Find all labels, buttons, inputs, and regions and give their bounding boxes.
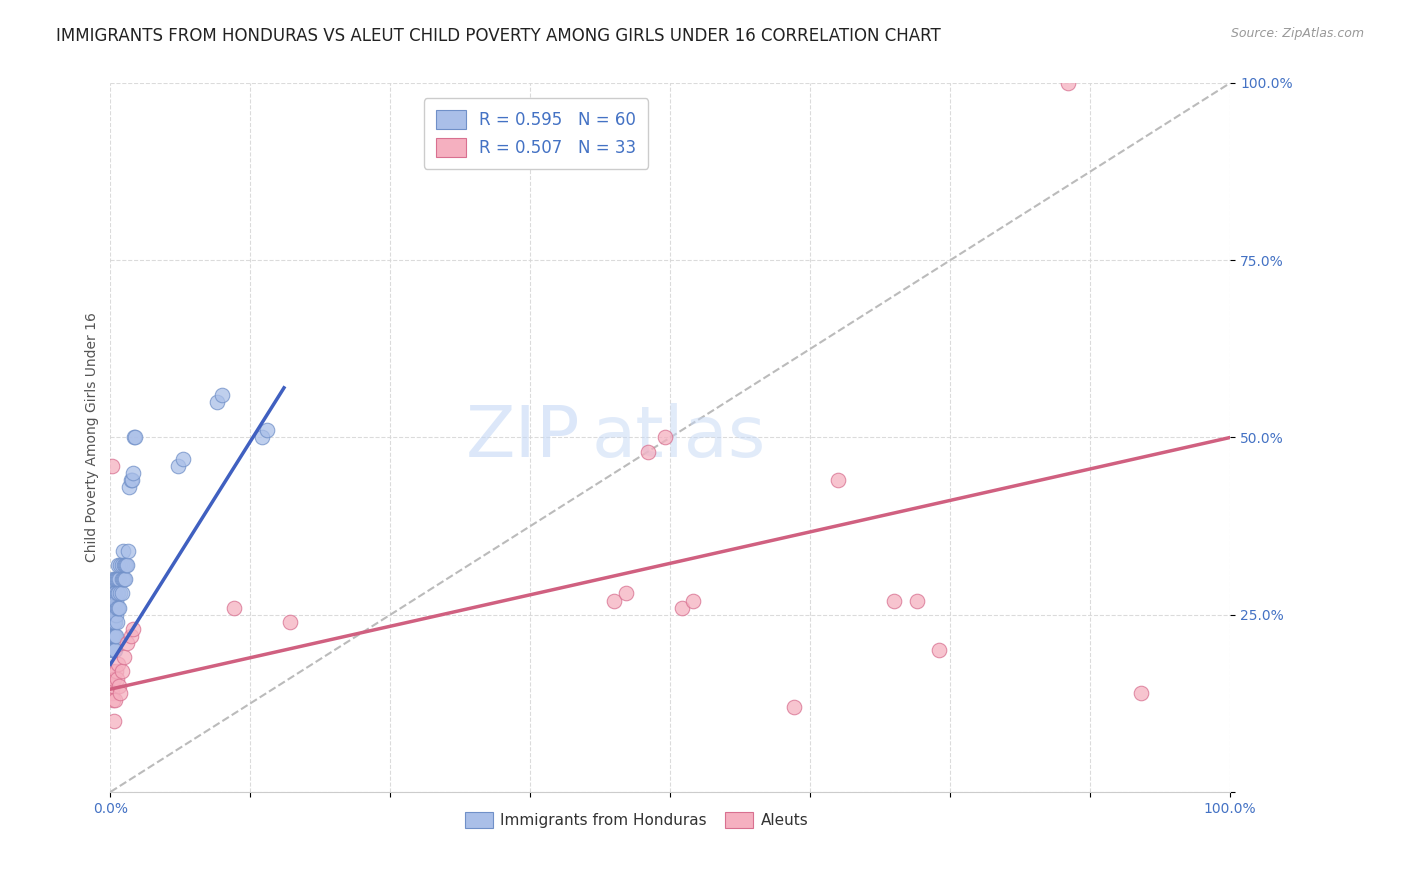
Point [115, 558, 138, 572]
Point [603, 593, 626, 607]
Point [105, 629, 128, 643]
Point [107, 558, 129, 572]
Point [105, 586, 128, 600]
Point [112, 558, 135, 572]
Point [1057, 76, 1080, 90]
Point [905, 593, 928, 607]
Point [883, 593, 905, 607]
Point [114, 558, 136, 572]
Point [103, 600, 125, 615]
Point [654, 430, 676, 444]
Text: atlas: atlas [592, 403, 766, 472]
Point [110, 586, 132, 600]
Point [110, 665, 132, 679]
Point [101, 572, 124, 586]
Text: IMMIGRANTS FROM HONDURAS VS ALEUT CHILD POVERTY AMONG GIRLS UNDER 16 CORRELATION: IMMIGRANTS FROM HONDURAS VS ALEUT CHILD … [56, 27, 941, 45]
Point [105, 665, 128, 679]
Point [103, 629, 125, 643]
Point [115, 558, 138, 572]
Point [105, 572, 128, 586]
Text: ZIP: ZIP [467, 403, 581, 472]
Point [100, 665, 122, 679]
Point [103, 615, 125, 629]
Point [112, 572, 135, 586]
Point [101, 643, 124, 657]
Point [105, 593, 128, 607]
Text: Source: ZipAtlas.com: Source: ZipAtlas.com [1230, 27, 1364, 40]
Point [782, 699, 804, 714]
Point [101, 693, 124, 707]
Point [107, 657, 129, 672]
Point [614, 586, 637, 600]
Point [120, 629, 142, 643]
Point [100, 600, 122, 615]
Point [166, 458, 188, 473]
Point [104, 643, 127, 657]
Point [100, 458, 122, 473]
Point [104, 693, 127, 707]
Point [107, 572, 129, 586]
Point [104, 600, 127, 615]
Point [637, 444, 659, 458]
Point [105, 600, 128, 615]
Point [101, 679, 124, 693]
Point [117, 544, 139, 558]
Point [105, 615, 128, 629]
Point [114, 572, 136, 586]
Point [110, 558, 132, 572]
Point [256, 423, 278, 437]
Point [827, 473, 849, 487]
Point [115, 636, 138, 650]
Point [250, 430, 273, 444]
Point [103, 643, 125, 657]
Point [111, 572, 134, 586]
Point [682, 593, 704, 607]
Point [122, 430, 145, 444]
Point [205, 395, 228, 409]
Point [100, 686, 122, 700]
Point [111, 544, 134, 558]
Point [110, 586, 132, 600]
Point [105, 672, 128, 686]
Point [100, 629, 122, 643]
Point [121, 466, 143, 480]
Point [112, 650, 135, 665]
Legend: Immigrants from Honduras, Aleuts: Immigrants from Honduras, Aleuts [460, 805, 814, 834]
Point [108, 600, 131, 615]
Point [101, 629, 124, 643]
Point [120, 473, 142, 487]
Point [104, 572, 127, 586]
Point [222, 600, 245, 615]
Point [124, 430, 146, 444]
Point [107, 600, 129, 615]
Point [101, 607, 124, 622]
Point [671, 600, 693, 615]
Point [103, 672, 125, 686]
Point [1129, 686, 1152, 700]
Point [107, 586, 129, 600]
Point [104, 629, 127, 643]
Point [100, 615, 122, 629]
Point [105, 607, 128, 622]
Point [172, 451, 194, 466]
Point [211, 388, 233, 402]
Point [928, 643, 950, 657]
Point [104, 586, 127, 600]
Point [121, 473, 143, 487]
Point [278, 615, 301, 629]
Point [101, 586, 124, 600]
Point [105, 572, 128, 586]
Point [103, 586, 125, 600]
Y-axis label: Child Poverty Among Girls Under 16: Child Poverty Among Girls Under 16 [86, 312, 100, 562]
Point [110, 686, 132, 700]
Point [118, 480, 141, 494]
Point [100, 643, 122, 657]
Point [121, 622, 143, 636]
Point [110, 558, 132, 572]
Point [108, 679, 131, 693]
Point [104, 615, 127, 629]
Point [110, 572, 132, 586]
Point [103, 714, 125, 728]
Point [108, 572, 131, 586]
